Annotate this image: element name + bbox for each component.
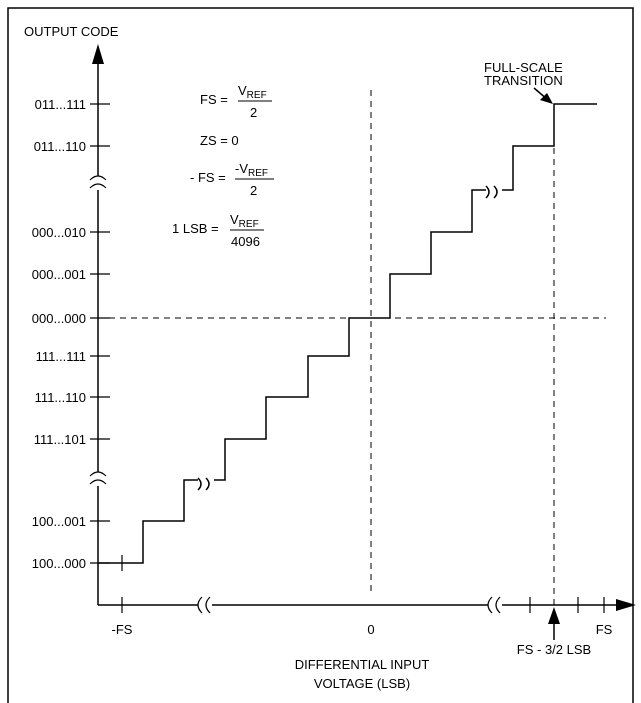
eq-lhs: 1 LSB =: [172, 221, 219, 236]
y-code-label: 100...000: [32, 556, 86, 571]
staircase: [98, 103, 597, 564]
eq-num: VREF: [230, 212, 259, 230]
y-code-label: 111...110: [35, 390, 86, 405]
y-code-label: 011...110: [34, 139, 86, 154]
x-arrow: [616, 599, 636, 611]
y-code-label: 100...001: [32, 514, 86, 529]
frame: [7, 7, 634, 703]
eq-text: ZS = 0: [200, 133, 239, 148]
annotation-arrowhead: [540, 93, 553, 104]
x-label: 0: [367, 622, 374, 637]
eq-num-v: V: [238, 83, 247, 98]
eq-lhs: FS =: [200, 92, 228, 107]
axis-breaks: [89, 175, 502, 614]
y-code-label: 000...000: [32, 311, 86, 326]
y-code-label: 000...001: [32, 267, 86, 282]
eq-num: -VREF: [235, 161, 268, 179]
eq-den: 2: [250, 183, 257, 198]
eq-num-v: V: [230, 212, 239, 227]
eq-num: VREF: [238, 83, 267, 101]
annotation: TRANSITION: [484, 73, 563, 88]
y-title: OUTPUT CODE: [24, 24, 119, 39]
eq-den: 4096: [231, 234, 260, 249]
x-title: DIFFERENTIAL INPUT: [295, 657, 430, 672]
eq-den: 2: [250, 105, 257, 120]
transition-arrowhead: [548, 607, 560, 624]
y-code-label: 000...010: [32, 225, 86, 240]
eq-num-sub: REF: [239, 219, 259, 230]
y-code-label: 011...111: [35, 97, 86, 112]
eq-num-sub: REF: [247, 90, 267, 101]
annotation: FULL-SCALE: [484, 60, 563, 75]
x-label: -FS: [112, 622, 133, 637]
x-label: FS - 3/2 LSB: [517, 642, 591, 657]
eq-lhs: - FS =: [190, 170, 226, 185]
y-arrow: [92, 44, 104, 64]
equations: FS = VREF 2 ZS = 0 - FS = -VREF 2 1 LSB …: [172, 83, 274, 249]
eq-num-sub: REF: [248, 168, 268, 179]
x-title: VOLTAGE (LSB): [314, 676, 410, 691]
y-code-label: 111...101: [34, 432, 86, 447]
y-code-label: 111...111: [36, 349, 86, 364]
x-label: FS: [596, 622, 613, 637]
eq-num-v: -V: [235, 161, 248, 176]
